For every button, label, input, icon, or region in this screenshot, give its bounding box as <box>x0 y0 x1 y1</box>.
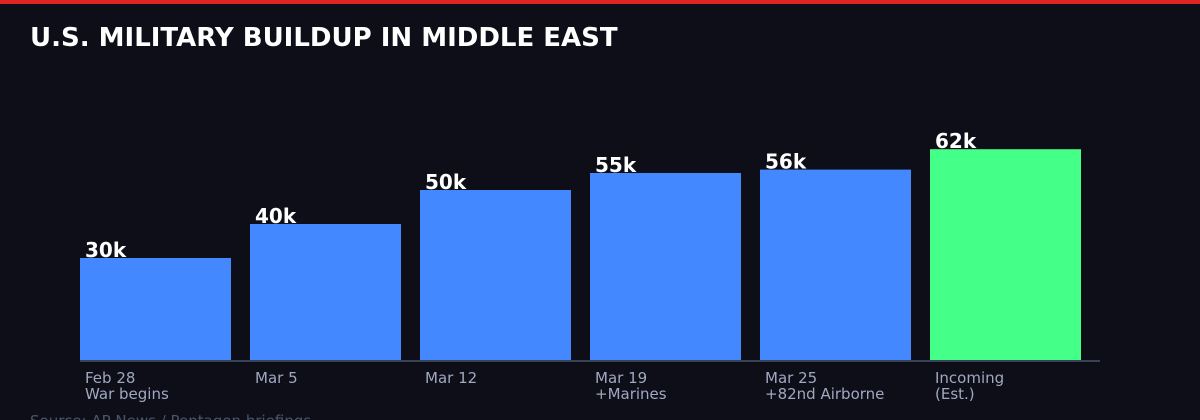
x-tick-label: Mar 19 <box>595 369 647 387</box>
x-tick-note: +Marines <box>595 385 667 403</box>
x-tick-label: Mar 5 <box>255 369 298 387</box>
x-tick-label: Incoming <box>935 369 1004 387</box>
bar <box>250 224 401 360</box>
bar <box>590 173 741 360</box>
x-tick-label: Mar 12 <box>425 369 477 387</box>
top-accent <box>0 0 1200 4</box>
bar <box>930 149 1081 360</box>
source: Source: AP News / Pentagon briefings <box>30 412 311 420</box>
x-tick-note: +82nd Airborne <box>765 385 884 403</box>
value-label: 55k <box>595 153 637 177</box>
bar <box>760 169 911 360</box>
bar <box>80 258 231 360</box>
value-label: 40k <box>255 204 297 228</box>
value-label: 62k <box>935 129 977 153</box>
x-tick-note: (Est.) <box>935 385 975 403</box>
value-label: 30k <box>85 238 127 262</box>
value-label: 50k <box>425 170 467 194</box>
value-label: 56k <box>765 150 807 174</box>
x-tick-note: War begins <box>85 385 169 403</box>
chart-title: U.S. MILITARY BUILDUP IN MIDDLE EAST <box>30 23 618 53</box>
x-tick-label: Mar 25 <box>765 369 817 387</box>
bar <box>420 190 571 360</box>
x-tick-label: Feb 28 <box>85 369 135 387</box>
